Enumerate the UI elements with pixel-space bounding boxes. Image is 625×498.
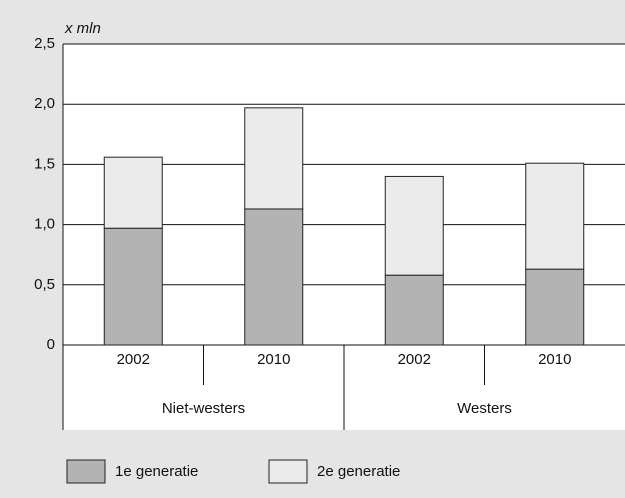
bar-segment <box>103 156 163 229</box>
y-tick-label: 1,5 <box>34 155 55 172</box>
bar-segment <box>525 162 585 270</box>
x-tick-label: 2010 <box>257 351 290 368</box>
legend-label: 2e generatie <box>317 463 400 480</box>
bar-segment <box>525 268 585 346</box>
y-axis-label: x mln <box>64 20 101 37</box>
y-tick-label: 0 <box>47 336 55 353</box>
x-tick-label: 2002 <box>398 351 431 368</box>
bar-segment <box>384 274 444 346</box>
bar-segment <box>244 208 304 346</box>
legend-label: 1e generatie <box>115 463 198 480</box>
legend-swatch <box>268 459 308 484</box>
x-tick-label: 2010 <box>538 351 571 368</box>
legend-swatch <box>66 459 106 484</box>
bar-segment <box>384 175 444 276</box>
y-tick-label: 2,0 <box>34 95 55 112</box>
bar-segment <box>244 107 304 210</box>
y-tick-label: 2,5 <box>34 35 55 52</box>
group-label: Niet-westers <box>162 400 245 417</box>
y-tick-label: 0,5 <box>34 276 55 293</box>
x-tick-label: 2002 <box>117 351 150 368</box>
y-tick-label: 1,0 <box>34 216 55 233</box>
bar-segment <box>103 227 163 346</box>
group-label: Westers <box>457 400 512 417</box>
